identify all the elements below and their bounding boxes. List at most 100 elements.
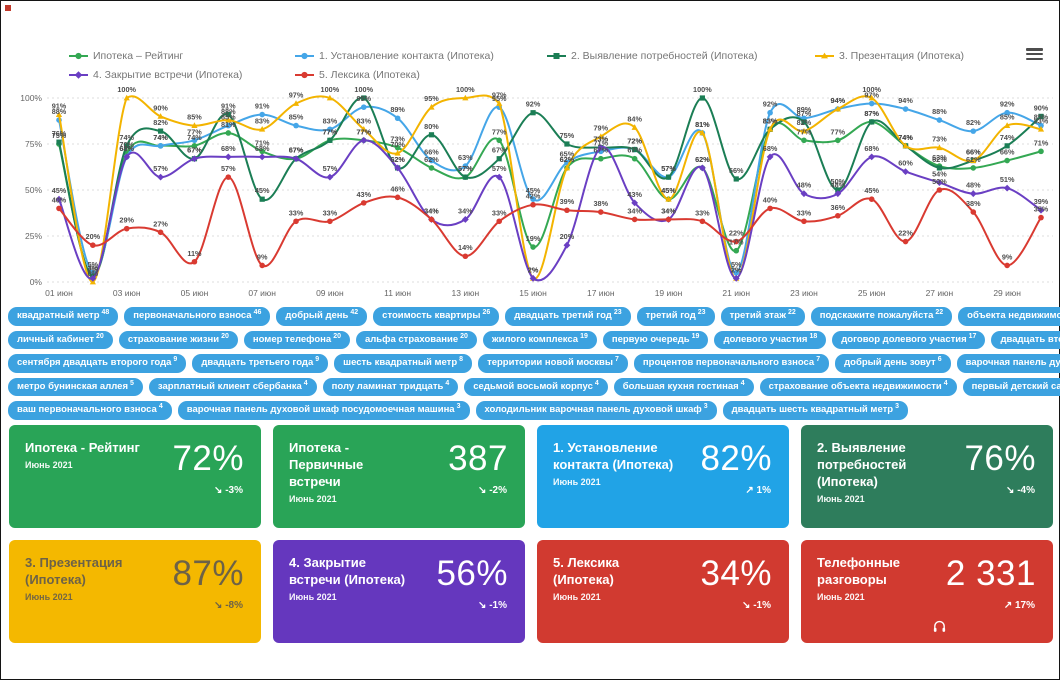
data-point[interactable] [157,128,164,134]
data-point[interactable] [462,253,469,260]
data-point[interactable] [733,270,740,276]
data-point[interactable] [801,119,807,125]
tag-chip[interactable]: двадцать третьего года 9 [192,354,329,373]
kpi-card[interactable]: Ипотека - Рейтинг Июнь 2021 72% ↘ -3% [9,425,261,528]
data-point[interactable] [834,190,842,198]
data-point[interactable] [936,117,943,123]
kpi-card[interactable]: 2. Выявление потребностей (Ипотека) Июнь … [801,425,1053,528]
data-point[interactable] [631,199,639,207]
data-point[interactable] [1003,184,1011,192]
tag-chip[interactable]: двадцать шесть квадратный метр 3 [722,401,908,420]
data-point[interactable] [834,105,841,112]
data-point[interactable] [869,119,875,125]
data-point[interactable] [597,209,604,215]
data-point[interactable] [631,155,638,162]
data-point[interactable] [157,143,164,149]
data-point[interactable] [360,136,368,144]
tag-chip[interactable]: альфа страхование 20 [355,330,477,349]
tag-chip[interactable]: ваш первоначального взноса 4 [8,401,172,420]
tag-chip[interactable]: третий этаж 22 [720,307,805,326]
tag-chip[interactable]: полу ламинат тридцать 4 [322,377,459,396]
data-point[interactable] [191,143,198,149]
data-point[interactable] [936,144,943,151]
data-point[interactable] [123,94,130,101]
tag-chip[interactable]: подскажите пожалуйста 22 [810,307,953,326]
data-point[interactable] [225,174,232,180]
kpi-card[interactable]: 3. Презентация (Ипотека) Июнь 2021 87% ↘ -8… [9,540,261,643]
data-point[interactable] [733,247,740,254]
data-point[interactable] [360,104,367,110]
data-point[interactable] [868,153,876,161]
data-point[interactable] [529,274,537,282]
tag-chip[interactable]: двадцать второго года14 [991,330,1060,349]
data-point[interactable] [224,153,232,161]
data-point[interactable] [259,111,265,118]
data-point[interactable] [699,95,705,101]
data-point[interactable] [665,195,672,202]
data-point[interactable] [698,164,706,172]
data-point[interactable] [259,148,265,155]
data-point[interactable] [936,187,943,193]
data-point[interactable] [631,216,638,223]
tag-chip[interactable]: холодильник варочная панель духовой шкаф… [475,401,717,420]
data-point[interactable] [55,111,63,117]
data-point[interactable] [767,125,774,132]
data-point[interactable] [1004,262,1010,269]
data-point[interactable] [631,124,638,130]
data-point[interactable] [225,111,231,118]
data-point[interactable] [56,139,62,145]
data-point[interactable] [902,106,909,112]
tag-chip[interactable]: страхование жизни 20 [118,330,238,349]
data-point[interactable] [970,209,977,215]
tag-chip[interactable]: добрый день 42 [276,307,368,326]
menu-icon[interactable] [1026,48,1043,61]
data-point[interactable] [530,196,536,202]
legend-item[interactable]: 5. Лексика (Ипотека) [295,69,420,81]
data-point[interactable] [191,122,198,128]
data-point[interactable] [564,207,570,214]
tag-chip[interactable]: третий год 23 [636,307,715,326]
data-point[interactable] [496,137,503,144]
data-point[interactable] [90,242,96,248]
data-point[interactable] [902,142,909,149]
tag-chip[interactable]: сентября двадцать второго года 9 [8,354,187,373]
data-point[interactable] [699,129,706,136]
data-point[interactable] [462,163,469,169]
tag-chip[interactable]: варочная панель духовой шкаф5 [956,354,1060,373]
data-point[interactable] [1038,122,1044,129]
data-point[interactable] [767,205,773,212]
data-point[interactable] [495,173,503,181]
legend-item[interactable]: Ипотека – Рейтинг [69,50,295,62]
data-point[interactable] [496,156,502,162]
data-point[interactable] [428,132,435,138]
data-point[interactable] [902,168,909,175]
data-point[interactable] [56,205,62,212]
data-point[interactable] [1004,109,1010,116]
data-point[interactable] [597,133,604,140]
data-point[interactable] [394,149,401,156]
data-point[interactable] [428,103,435,110]
kpi-card[interactable]: Ипотека - Первичные встречи Июнь 2021 387 ↘… [273,425,525,528]
data-point[interactable] [258,153,266,161]
data-point[interactable] [428,216,435,223]
data-point[interactable] [530,244,536,250]
data-point[interactable] [55,195,63,203]
data-point[interactable] [259,262,265,269]
data-point[interactable] [496,218,503,225]
data-point[interactable] [428,157,435,164]
data-point[interactable] [868,94,875,101]
data-point[interactable] [259,125,266,132]
data-point[interactable] [530,201,536,208]
data-point[interactable] [292,100,300,106]
data-point[interactable] [293,122,299,129]
data-point[interactable] [902,238,909,245]
tag-chip[interactable]: двадцать третий год 23 [505,307,631,326]
data-point[interactable] [733,176,739,182]
data-point[interactable] [1038,148,1044,155]
kpi-card[interactable]: 1. Установление контакта (Ипотека) Июнь 2… [537,425,789,528]
data-point[interactable] [665,174,672,180]
data-point[interactable] [699,218,706,225]
data-point[interactable] [191,155,198,163]
tag-chip[interactable]: большая кухня гостиная 4 [613,377,754,396]
data-point[interactable] [292,155,300,163]
